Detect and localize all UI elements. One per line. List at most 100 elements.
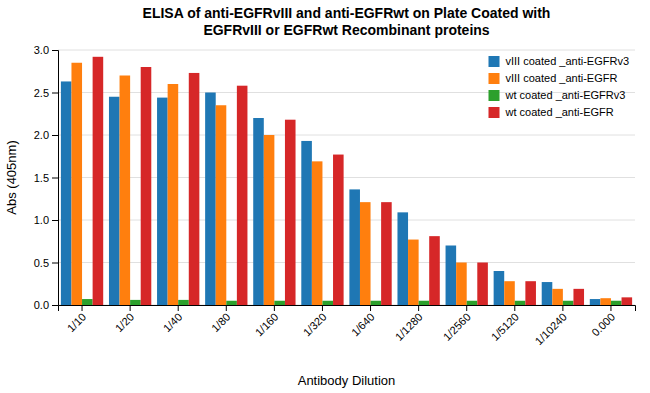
bar [216,105,227,305]
tick-mark [178,305,179,311]
tick: 1/1280 [393,305,425,343]
axis-line [52,51,59,306]
tick-mark [226,305,227,311]
tick-mark [52,93,58,94]
tick-mark [322,305,323,311]
tick-mark [274,305,275,311]
tick-label: 1/10240 [532,311,569,348]
tick: 1.0 [34,214,58,226]
bar [349,189,360,305]
tick-label: 1/80 [209,311,233,335]
tick-label: 0.000 [589,311,617,339]
tick-label: 2.0 [34,129,49,141]
bar [494,271,505,305]
bar [504,281,515,305]
bar [590,299,601,305]
chart: 0.00.51.01.52.02.53.01/101/201/401/801/1… [0,0,650,393]
bar [312,161,323,305]
tick-mark [52,305,58,306]
bar [274,301,285,305]
legend-item: vIII coated _anti-EGFRv3 [489,55,630,67]
tick: 3.0 [34,44,58,56]
tick: 1/10 [65,305,89,334]
tick-mark [466,305,467,311]
grid-line [58,50,635,51]
bar [408,240,419,305]
tick: 1/20 [113,305,137,334]
tick-mark [610,305,611,311]
tick-mark [52,178,58,179]
tick: 2.5 [34,87,58,99]
legend-item: wt coated _anti-EGFR [489,106,614,118]
bar [322,301,333,305]
bar [600,298,611,305]
tick: 1/10240 [532,305,569,347]
tick-label: 1/640 [349,311,377,339]
tick: 1/2560 [441,305,473,343]
bar [611,301,622,305]
bar [573,289,584,305]
tick-mark [82,305,83,311]
bar [178,300,189,305]
legend-label: wt coated _anti-EGFRv3 [505,89,626,101]
legend-swatch [489,107,500,118]
tick: 1/160 [253,305,281,338]
legend-item: vIII coated _anti-EGFR [489,72,618,84]
tick-label: 1/160 [253,311,281,339]
x-axis: 1/101/201/401/801/1601/3201/6401/12801/2… [59,305,636,347]
tick: 1.5 [34,172,58,184]
bars [61,57,632,305]
tick: 1/5120 [489,305,521,343]
y-axis: 0.00.51.01.52.02.53.0 [34,44,59,311]
tick-label: 1/10 [65,311,89,335]
tick-mark [52,220,58,221]
bar [467,301,478,305]
grid [58,50,635,305]
tick-mark [514,305,515,311]
bar [301,141,312,305]
bar [157,98,168,305]
bar [381,202,392,305]
tick-label: 1/1280 [393,311,425,343]
bar [552,289,563,305]
tick-label: 2.5 [34,87,49,99]
tick: 2.0 [34,129,58,141]
bar [446,246,457,306]
bar [477,263,488,306]
bar [515,301,526,305]
bar [622,297,633,305]
bar [456,263,467,306]
bar [371,301,382,305]
bar [61,81,72,305]
bar-series [93,57,632,305]
bar [141,67,152,305]
tick-mark [52,50,58,51]
bar [120,76,131,306]
bar [205,93,216,306]
bar [109,97,120,305]
tick: 1/40 [161,305,185,334]
legend-label: vIII coated _anti-EGFR [506,72,618,84]
tick-mark [562,305,563,311]
bar [226,301,237,305]
tick: 1/80 [209,305,233,334]
tick-label: 0.0 [34,299,49,311]
legend: vIII coated _anti-EGFRv3 vIII coated _ant… [489,55,630,118]
bar [542,282,553,305]
bar [360,202,371,305]
y-axis-title: Abs (405nm) [4,140,19,214]
axis-line [59,306,636,312]
legend-swatch [489,73,500,84]
bar [285,120,296,305]
tick-mark [370,305,371,311]
bar-series [82,299,621,305]
legend-label: wt coated _anti-EGFR [505,106,614,118]
bar [71,63,82,305]
bar [82,299,93,305]
legend-swatch [489,56,500,67]
tick-mark [52,135,58,136]
bar [168,84,179,305]
tick-label: 1/5120 [489,311,521,343]
tick: 0.000 [589,305,617,338]
tick-mark [418,305,419,311]
